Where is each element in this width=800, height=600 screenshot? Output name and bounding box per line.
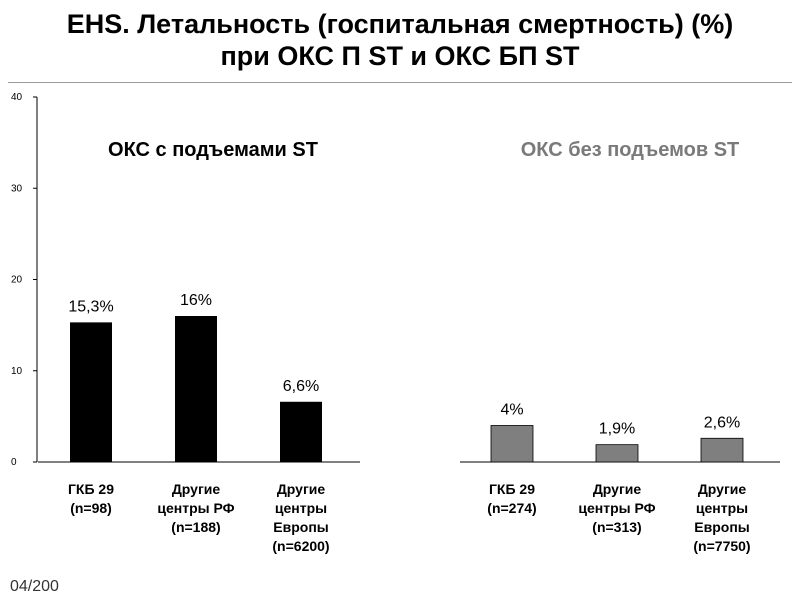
category-label-g1-3: Другие	[277, 481, 326, 497]
data-label-g2-3: 2,6%	[704, 414, 740, 431]
title-divider	[8, 82, 792, 83]
group-title-2: ОКС без подъемов ST	[521, 139, 740, 161]
data-label-g1-2: 16%	[180, 292, 212, 309]
y-tick-label: 0	[11, 457, 17, 468]
category-label-g2-1: ГКБ 29	[489, 481, 535, 497]
category-label-g1-2: центры РФ	[157, 500, 234, 516]
category-label-g1-2: Другие	[172, 481, 221, 497]
chart-title: EHS. Летальность (госпитальная смертност…	[0, 8, 800, 72]
category-label-g1-3: (n=6200)	[272, 538, 329, 554]
category-label-g2-2: Другие	[593, 481, 642, 497]
labels: ОКС с подъемами ST 15,3% ГКБ 29 (n=98) 16% Др…	[68, 139, 751, 554]
y-tick-label: 40	[11, 92, 23, 103]
bar-g2-3	[700, 437, 744, 463]
bar-g1-1	[70, 322, 112, 462]
data-label-g2-2: 1,9%	[599, 421, 635, 438]
y-tick-label: 20	[11, 275, 23, 286]
group-title-1: ОКС с подъемами ST	[108, 139, 318, 161]
category-label-g1-1: ГКБ 29	[68, 481, 114, 497]
category-label-g2-1: (n=274)	[487, 500, 536, 516]
category-label-g2-3: Другие	[698, 481, 747, 497]
bar-g1-3	[280, 401, 322, 462]
category-label-g2-3: центры	[696, 500, 748, 516]
category-label-g2-2: центры РФ	[578, 500, 655, 516]
bars	[70, 316, 744, 463]
bar-g2-2	[595, 444, 639, 463]
footer-slide-number: 04/200	[10, 578, 59, 595]
data-label-g1-3: 6,6%	[283, 378, 319, 395]
category-label-g1-3: центры	[275, 500, 327, 516]
bar-g2-1	[490, 425, 534, 463]
category-label-g2-3: Европы	[694, 519, 749, 535]
category-label-g1-3: Европы	[273, 519, 328, 535]
title-line-1: EHS. Летальность (госпитальная смертност…	[66, 9, 734, 39]
y-tick-label: 10	[11, 366, 23, 377]
category-label-g1-2: (n=188)	[171, 519, 220, 535]
y-tick-label: 30	[11, 183, 23, 194]
title-line-2: при ОКС П ST и ОКС БП ST	[220, 41, 580, 71]
category-label-g1-1: (n=98)	[70, 500, 112, 516]
category-label-g2-2: (n=313)	[592, 519, 641, 535]
bar-g1-2	[175, 316, 217, 462]
data-label-g2-1: 4%	[500, 402, 523, 419]
category-label-g2-3: (n=7750)	[693, 538, 750, 554]
data-label-g1-1: 15,3%	[68, 298, 113, 315]
